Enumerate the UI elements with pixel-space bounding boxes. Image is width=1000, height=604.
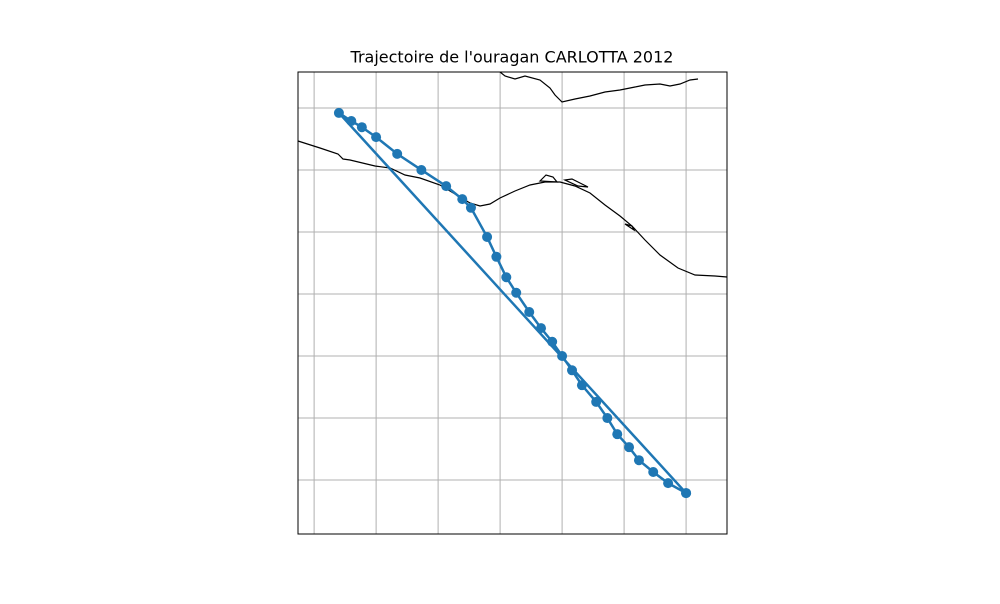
track-point [356,122,367,133]
track-point [547,336,558,347]
track-point [511,287,522,298]
track-point [491,251,502,262]
track-point [371,132,382,143]
track-point [441,181,452,192]
track-point [591,396,602,407]
track-point [524,306,535,317]
track-point [633,455,644,466]
coastline [297,140,728,278]
track-point [663,478,674,489]
track-point [416,164,427,175]
grid [298,72,727,534]
island [624,223,636,232]
track-point [457,194,468,205]
track-point [648,466,659,477]
chart-title: Trajectoire de l'ouragan CARLOTTA 2012 [350,48,674,67]
track-point [612,429,623,440]
track-point [465,202,476,213]
track-point [346,115,357,126]
track-point [557,351,568,362]
track-point [392,148,403,159]
track [333,107,692,499]
island [562,178,589,188]
track-line [337,111,688,495]
track-point [681,488,692,499]
track-point [333,107,344,118]
track-point [482,231,493,242]
track-point [536,323,547,334]
coastline [297,71,728,278]
coastline [499,71,699,103]
track-point [501,272,512,283]
track-point [602,413,613,424]
track-point [567,365,578,376]
island [538,174,559,183]
track-point [576,380,587,391]
axes-frame [297,71,728,535]
track-point [624,442,635,453]
